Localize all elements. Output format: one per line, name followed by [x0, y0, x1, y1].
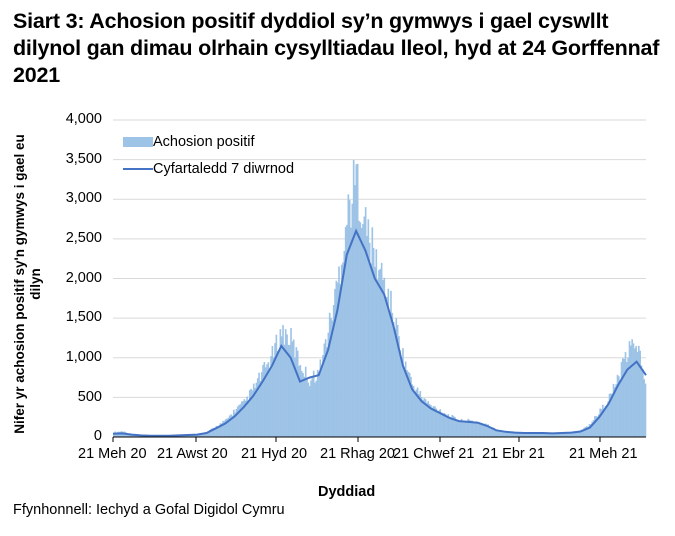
bar-swatch-icon: [123, 136, 153, 147]
legend: Achosion positif Cyfartaledd 7 diwrnod: [123, 128, 294, 182]
x-tick: 21 Ebr 21: [482, 446, 545, 462]
y-tick: 1,500: [65, 309, 102, 325]
x-tick: 21 Awst 20: [157, 446, 228, 462]
line-swatch-icon: [123, 167, 153, 170]
legend-item-bars: Achosion positif: [123, 128, 294, 155]
x-axis: [112, 436, 646, 442]
x-tick: 21 Hyd 20: [241, 446, 308, 462]
chart-title: Siart 3: Achosion positif dyddiol sy’n g…: [13, 9, 660, 87]
y-tick: 1,000: [65, 349, 102, 365]
legend-item-line: Cyfartaledd 7 diwrnod: [123, 155, 294, 182]
source-note: Ffynhonnell: Iechyd a Gofal Digidol Cymr…: [13, 502, 285, 518]
y-tick: 2,500: [65, 230, 102, 246]
y-tick: 500: [77, 389, 102, 405]
x-tick: 21 Meh 20: [78, 446, 147, 462]
x-tick: 21 Chwef 21: [393, 446, 475, 462]
y-tick: 0: [93, 428, 102, 444]
x-tick: 21 Rhag 20: [320, 446, 395, 462]
y-tick: 3,000: [65, 190, 102, 206]
y-tick: 2,000: [65, 270, 102, 286]
x-tick: 21 Meh 21: [569, 446, 638, 462]
legend-label: Achosion positif: [153, 133, 255, 150]
y-tick: 3,500: [65, 151, 102, 167]
x-axis-label: Dyddiad: [318, 484, 376, 500]
legend-label: Cyfartaledd 7 diwrnod: [153, 160, 295, 177]
line-series: [112, 228, 647, 437]
y-tick: 4,000: [65, 111, 102, 127]
bar-series: [113, 160, 647, 437]
